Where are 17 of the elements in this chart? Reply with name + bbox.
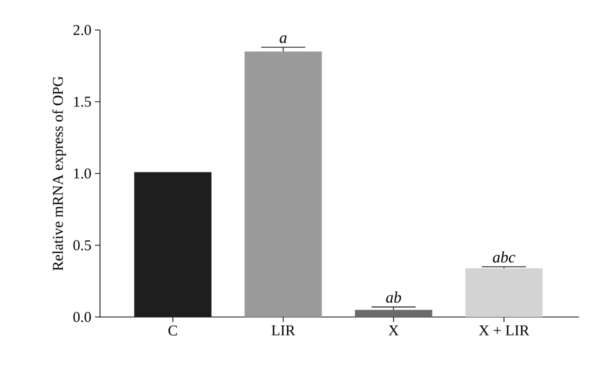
y-tick-label: 0.5: [73, 240, 91, 250]
y-tick-label: 2.0: [73, 24, 91, 36]
bar: [244, 52, 322, 317]
x-tick-label: LIR: [272, 326, 296, 336]
bar: [465, 268, 543, 317]
y-axis-title: Relative mRNA express of OPG: [52, 76, 66, 271]
annotation: a: [280, 35, 287, 44]
x-tick-label: C: [168, 326, 177, 336]
y-tick-label: 0.0: [73, 312, 91, 322]
x-tick-label: X: [388, 326, 399, 336]
bar: [354, 310, 432, 317]
annotation: abc: [492, 251, 516, 263]
y-tick-label: 1.5: [74, 96, 91, 107]
bar: [134, 172, 212, 317]
x-tick-label: X + LIR: [478, 326, 530, 336]
annotation: ab: [386, 292, 402, 303]
y-tick-label: 1.0: [74, 168, 91, 179]
